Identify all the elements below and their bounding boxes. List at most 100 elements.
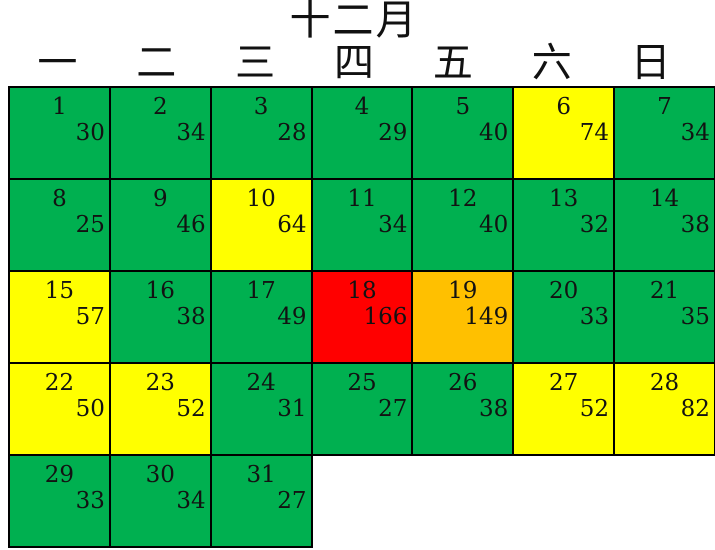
day-value: 28	[277, 120, 307, 146]
empty-cell	[412, 455, 514, 547]
day-value: 32	[579, 212, 610, 238]
calendar-grid: 1 30 2 34 3 28 4 29 5 40 6 74 7 34 8 25 9 46 10 64 11 34 12 40 1…	[8, 86, 715, 548]
day-cell-31: 31 27	[209, 454, 313, 548]
day-value: 57	[75, 304, 105, 330]
week-row-3: 15 57 16 38 17 49 18 166 19 149 20 33 21 35	[8, 270, 715, 364]
day-cell-10: 10 64	[209, 178, 313, 272]
day-number: 19	[448, 278, 478, 304]
weekday-header-6: 日	[630, 40, 671, 86]
day-value: 40	[478, 120, 509, 146]
day-number: 1	[52, 94, 67, 120]
day-cell-27: 27 52	[512, 362, 616, 456]
day-number: 9	[152, 186, 168, 212]
day-value: 49	[277, 304, 307, 330]
day-cell-29: 29 33	[8, 454, 111, 548]
day-cell-20: 20 33	[512, 270, 616, 364]
day-number: 4	[354, 94, 370, 120]
day-number: 18	[347, 278, 377, 304]
day-cell-22: 22 50	[8, 362, 111, 456]
day-value: 27	[378, 396, 408, 422]
day-cell-16: 16 38	[108, 270, 212, 364]
day-number: 24	[246, 370, 276, 396]
day-number: 29	[44, 462, 75, 488]
day-value: 25	[75, 212, 105, 238]
day-value: 64	[277, 212, 307, 238]
weekday-header-5: 六	[531, 40, 572, 86]
weekday-header-1: 二	[136, 40, 177, 86]
weekday-header-row: 一二三四五六日	[8, 41, 700, 86]
day-value: 34	[176, 120, 206, 146]
day-cell-12: 12 40	[411, 178, 515, 272]
calendar-grid-body: 1 30 2 34 3 28 4 29 5 40 6 74 7 34 8 25 9 46 10 64 11 34 12 40 1…	[8, 86, 715, 548]
day-value: 34	[378, 212, 408, 238]
day-value: 33	[579, 304, 610, 330]
week-row-1: 1 30 2 34 3 28 4 29 5 40 6 74 7 34	[8, 86, 715, 180]
day-number: 16	[145, 278, 175, 304]
week-row-4: 22 50 23 52 24 31 25 27 26 38 27 52 28 82	[8, 362, 715, 456]
day-value: 40	[478, 212, 509, 238]
day-number: 12	[448, 186, 478, 212]
week-row-5: 29 33 30 34 31 27	[8, 454, 715, 548]
day-cell-5: 5 40	[411, 86, 515, 180]
day-cell-4: 4 29	[310, 86, 414, 180]
empty-cell	[311, 455, 413, 547]
weekday-header-2: 三	[235, 40, 276, 86]
weekday-header-4: 五	[432, 40, 473, 86]
day-value: 46	[176, 212, 206, 238]
day-value: 149	[464, 304, 509, 330]
day-cell-24: 24 31	[209, 362, 313, 456]
day-number: 10	[246, 186, 276, 212]
day-number: 20	[549, 278, 579, 304]
day-number: 21	[649, 278, 680, 304]
day-cell-8: 8 25	[8, 178, 111, 272]
day-value: 38	[176, 304, 206, 330]
day-value: 34	[176, 488, 206, 514]
day-number: 30	[145, 462, 175, 488]
day-number: 17	[246, 278, 276, 304]
day-value: 35	[680, 304, 710, 330]
day-value: 50	[75, 396, 105, 422]
day-number: 14	[649, 186, 680, 212]
day-cell-1: 1 30	[8, 86, 111, 180]
week-row-2: 8 25 9 46 10 64 11 34 12 40 13 32 14 38	[8, 178, 715, 272]
day-cell-18: 18 166	[310, 270, 414, 364]
day-number: 25	[347, 370, 377, 396]
day-number: 8	[52, 186, 67, 212]
day-number: 5	[455, 94, 471, 120]
weekday-header-3: 四	[333, 40, 374, 86]
day-number: 31	[246, 462, 276, 488]
day-number: 22	[44, 370, 75, 396]
day-number: 11	[347, 186, 377, 212]
day-cell-3: 3 28	[209, 86, 313, 180]
day-number: 7	[657, 94, 672, 120]
day-cell-13: 13 32	[512, 178, 616, 272]
day-cell-17: 17 49	[209, 270, 313, 364]
day-value: 52	[579, 396, 610, 422]
day-number: 13	[549, 186, 579, 212]
empty-cell	[513, 455, 615, 547]
day-cell-26: 26 38	[411, 362, 515, 456]
day-cell-14: 14 38	[613, 178, 715, 272]
day-number: 15	[44, 278, 75, 304]
day-value: 31	[277, 396, 307, 422]
day-number: 27	[549, 370, 579, 396]
day-cell-15: 15 57	[8, 270, 111, 364]
day-value: 38	[478, 396, 509, 422]
day-cell-30: 30 34	[108, 454, 212, 548]
day-cell-9: 9 46	[108, 178, 212, 272]
day-cell-28: 28 82	[613, 362, 715, 456]
day-number: 3	[253, 94, 269, 120]
day-value: 166	[363, 304, 408, 330]
weekday-header-0: 一	[37, 40, 78, 86]
day-cell-23: 23 52	[108, 362, 212, 456]
day-value: 38	[680, 212, 710, 238]
day-cell-6: 6 74	[512, 86, 616, 180]
day-cell-2: 2 34	[108, 86, 212, 180]
day-value: 30	[75, 120, 105, 146]
day-cell-21: 21 35	[613, 270, 715, 364]
day-value: 74	[579, 120, 610, 146]
calendar-title: 十二月	[289, 0, 419, 44]
day-value: 82	[680, 396, 710, 422]
day-number: 6	[556, 94, 571, 120]
day-cell-19: 19 149	[411, 270, 515, 364]
